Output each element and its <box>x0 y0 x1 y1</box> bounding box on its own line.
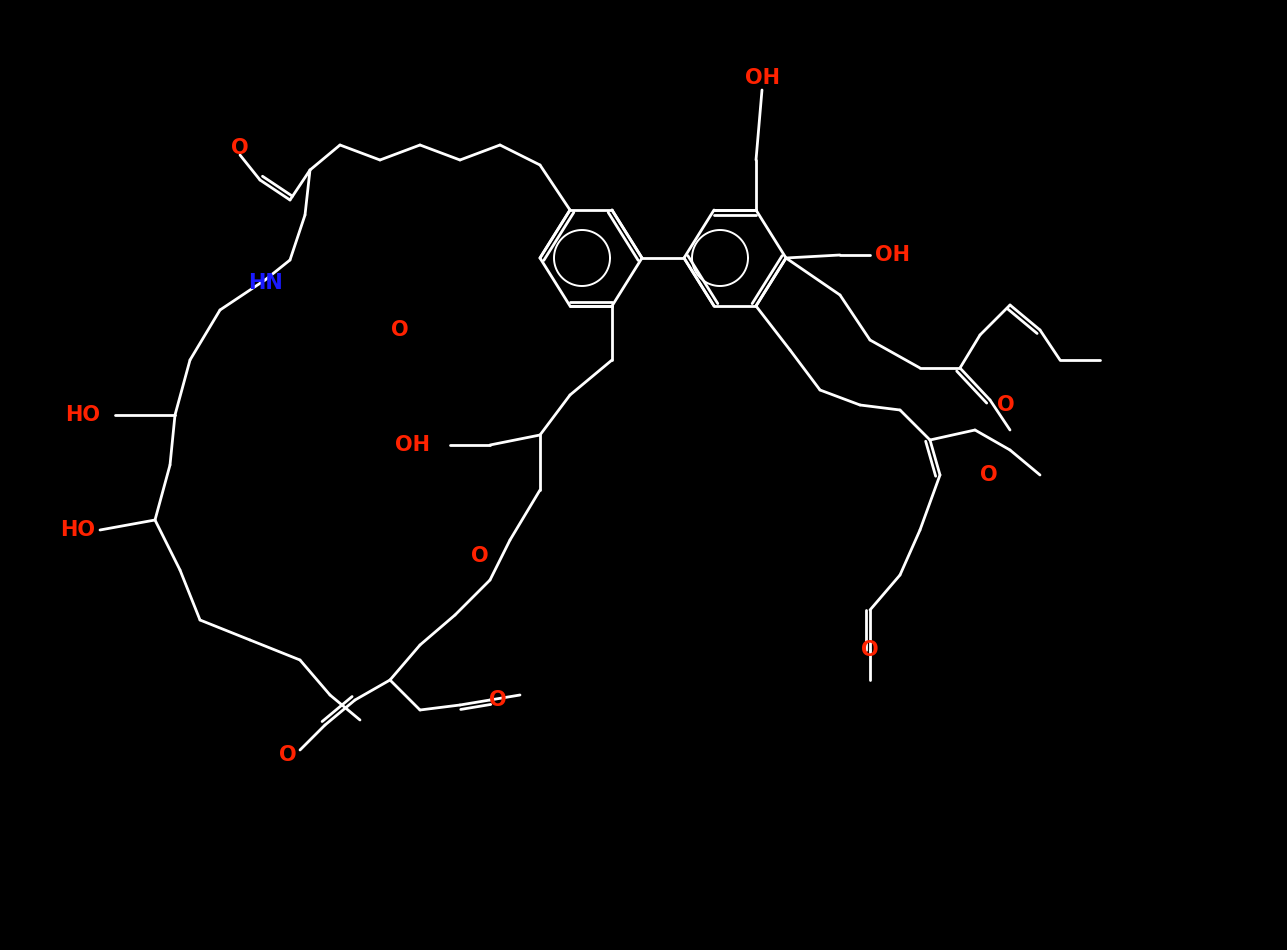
Text: O: O <box>391 320 409 340</box>
Text: O: O <box>861 640 879 660</box>
Text: HN: HN <box>247 273 282 293</box>
Text: O: O <box>997 395 1014 415</box>
Text: OH: OH <box>744 68 780 88</box>
Text: HO: HO <box>60 520 95 540</box>
Text: O: O <box>489 690 507 710</box>
Text: O: O <box>279 745 297 765</box>
Text: OH: OH <box>395 435 430 455</box>
Text: O: O <box>232 138 248 158</box>
Text: O: O <box>979 465 997 485</box>
Text: O: O <box>471 546 489 566</box>
Text: HO: HO <box>66 405 100 425</box>
Text: OH: OH <box>875 245 910 265</box>
